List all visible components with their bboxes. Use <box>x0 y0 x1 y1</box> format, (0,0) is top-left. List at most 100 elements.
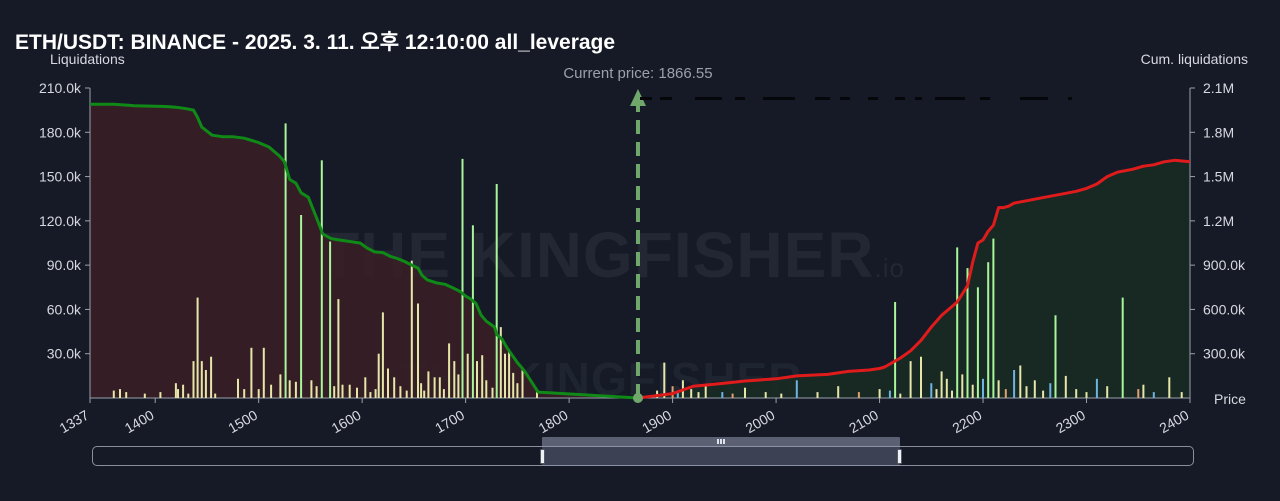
liquidation-bar <box>457 374 460 398</box>
liquidation-bar <box>461 158 464 398</box>
liquidation-bar <box>504 353 506 398</box>
right-y-tick-label: 1.5M <box>1203 169 1234 185</box>
current-price-dot <box>632 393 643 403</box>
liquidation-bar <box>243 389 246 398</box>
right-y-tick-label: 300.0k <box>1203 346 1246 362</box>
liquidation-bar <box>200 361 203 398</box>
x-tick-label: 2100 <box>846 407 881 437</box>
x-tick-label: 1600 <box>329 407 364 437</box>
liquidation-bar <box>333 386 336 398</box>
right-y-tick-label: 900.0k <box>1203 257 1246 273</box>
liquidation-bar <box>387 368 389 398</box>
watermark-suffix: .io <box>874 253 905 283</box>
liquidation-bar <box>417 303 419 398</box>
liquidation-bar <box>348 384 351 398</box>
liquidation-bar <box>1064 375 1067 398</box>
liquidation-bar <box>857 392 860 398</box>
liquidation-bar <box>508 349 511 398</box>
right-y-tick-label: 2.1M <box>1203 80 1234 96</box>
liquidation-bar <box>516 383 519 398</box>
navigator-left-handle[interactable] <box>540 449 545 464</box>
liquidation-bar <box>1180 392 1183 398</box>
liquidation-bar <box>433 377 436 398</box>
liquidation-bar <box>1142 384 1145 398</box>
liquidation-bar <box>795 380 798 398</box>
left-y-tick-label: 150.0k <box>39 169 82 185</box>
liquidation-bar <box>992 238 995 398</box>
liquidation-bar <box>512 372 515 398</box>
liquidation-bar <box>744 387 746 398</box>
liquidation-bar <box>410 260 413 398</box>
x-tick-label: 2200 <box>950 407 985 437</box>
liquidation-bar <box>1013 370 1016 398</box>
liquidation-bar <box>676 392 679 398</box>
liquidation-bar <box>1152 392 1155 398</box>
liquidation-bar <box>204 370 207 398</box>
x-tick-label: 1400 <box>122 407 157 437</box>
redaction-mark <box>895 97 905 100</box>
liquidation-bar <box>780 393 783 398</box>
liquidation-bar <box>420 383 423 398</box>
liquidation-bar <box>704 386 707 398</box>
left-y-tick-label: 120.0k <box>39 213 82 229</box>
redaction-mark <box>695 97 722 100</box>
redaction-mark <box>640 97 652 100</box>
liquidation-bar <box>125 392 128 398</box>
liquidation-bar <box>1049 383 1052 398</box>
chart-title: ETH/USDT: BINANCE - 2025. 3. 11. 오후 12:1… <box>15 31 616 54</box>
liquidation-bar <box>476 361 478 398</box>
liquidation-bar <box>499 327 502 398</box>
range-navigator[interactable] <box>92 446 1194 466</box>
liquidation-bar <box>956 247 959 398</box>
liquidation-bar <box>341 384 344 398</box>
x-tick-label: 1800 <box>536 407 571 437</box>
redaction-mark <box>1068 97 1072 100</box>
liquidation-bar <box>182 384 185 398</box>
liquidation-bar <box>399 386 402 398</box>
liquidation-bar <box>1019 365 1022 398</box>
liquidation-bar <box>697 392 700 398</box>
x-tick-label: 1500 <box>225 407 260 437</box>
liquidation-bar <box>315 386 318 398</box>
liquidation-bar <box>940 371 943 398</box>
liquidation-bar <box>945 378 948 398</box>
liquidation-bar <box>187 393 190 398</box>
liquidation-bar <box>356 387 358 398</box>
long-liquidation-area <box>90 104 638 398</box>
liquidation-bar <box>262 347 265 398</box>
liquidation-bar <box>438 377 441 398</box>
redaction-mark <box>735 97 745 100</box>
left-y-tick-label: 180.0k <box>39 124 82 140</box>
right-y-tick-label: 1.8M <box>1203 124 1234 140</box>
left-y-tick-label: 30.0k <box>47 346 82 362</box>
liquidation-bar <box>177 389 179 398</box>
left-y-tick-label: 210.0k <box>39 80 82 96</box>
liquidation-bar <box>174 383 177 398</box>
liquidation-bar <box>976 287 979 398</box>
liquidation-bar <box>377 353 380 398</box>
liquidation-bar <box>1054 315 1057 398</box>
liquidation-bar <box>1137 389 1140 398</box>
left-axis-title: Liquidations <box>50 51 125 67</box>
liquidation-bar <box>471 225 474 398</box>
redaction-mark <box>763 97 795 100</box>
liquidation-bar <box>837 386 840 398</box>
navigator-right-handle[interactable] <box>897 449 902 464</box>
price-axis-title: Price <box>1214 391 1246 407</box>
liquidation-bar <box>214 393 217 398</box>
navigator-grip-icon[interactable] <box>717 439 726 444</box>
liquidation-bar <box>536 392 538 398</box>
liquidation-bar <box>427 371 430 398</box>
liquidation-bar <box>920 356 922 398</box>
liquidation-bar <box>888 390 891 398</box>
liquidation-bar <box>300 215 303 398</box>
liquidation-bar <box>210 356 213 398</box>
liquidation-bar <box>279 374 282 398</box>
liquidation-bar <box>997 380 1000 398</box>
liquidation-bar <box>369 392 372 398</box>
x-tick-label: 1700 <box>432 407 467 437</box>
liquidation-bar <box>971 384 974 398</box>
left-y-tick-label: 60.0k <box>47 301 82 317</box>
liquidation-bar <box>381 312 384 398</box>
liquidation-bar <box>909 361 912 398</box>
